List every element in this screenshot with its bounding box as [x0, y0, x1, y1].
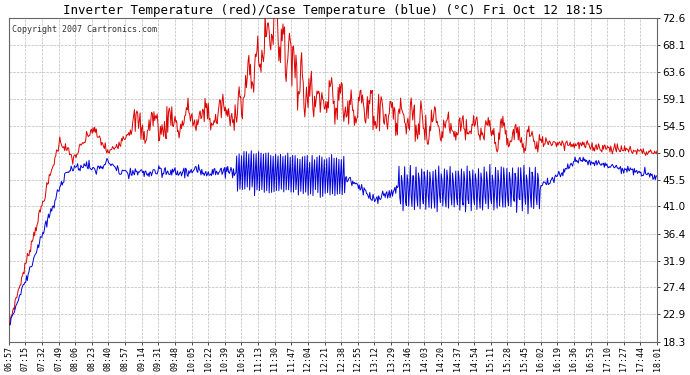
Title: Inverter Temperature (red)/Case Temperature (blue) (°C) Fri Oct 12 18:15: Inverter Temperature (red)/Case Temperat… [63, 4, 603, 17]
Text: Copyright 2007 Cartronics.com: Copyright 2007 Cartronics.com [12, 25, 157, 34]
